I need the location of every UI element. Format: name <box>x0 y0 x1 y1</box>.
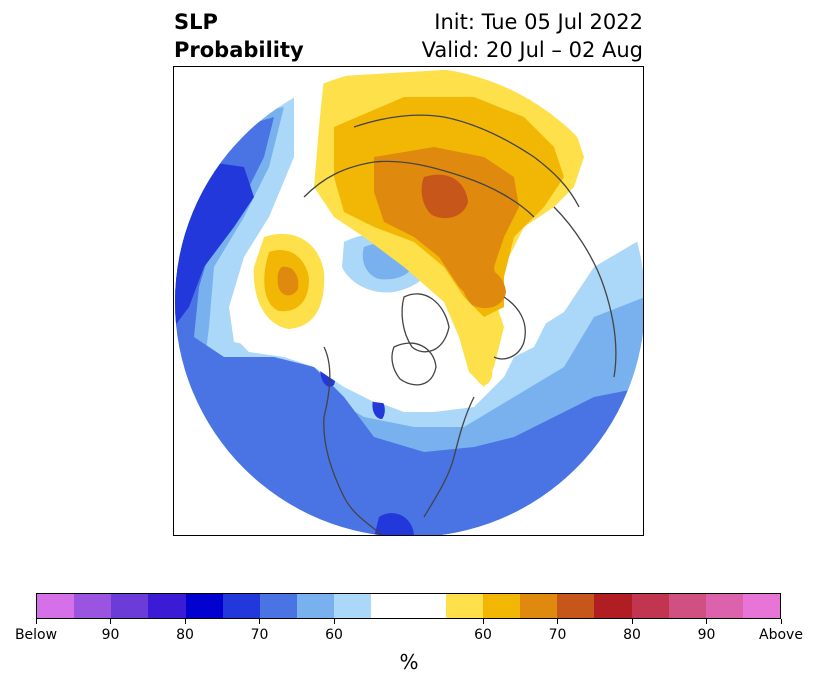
arctic-coast <box>303 160 535 218</box>
colorbar-tick-label: 80 <box>623 627 641 643</box>
colorbar-tick-label: 60 <box>474 627 492 643</box>
deep-orange-greenland <box>277 266 299 296</box>
hudson-bay <box>391 342 437 386</box>
title-probability: Probability <box>174 38 304 62</box>
colorbar-tick <box>184 619 186 624</box>
asia-border <box>553 206 617 378</box>
europe-coast <box>493 296 526 360</box>
yellow-europe-tongue <box>469 317 493 386</box>
colorbar-tick-label: Above <box>759 627 803 643</box>
polar-map <box>175 67 643 535</box>
colorbar-swatch <box>445 594 483 618</box>
colorbar-tick <box>35 619 37 624</box>
colorbar-swatch <box>631 594 669 618</box>
deep-blue-atlantic <box>374 513 414 535</box>
colorbar-swatch <box>37 594 75 618</box>
colorbar-swatch <box>520 594 558 618</box>
coastlines <box>303 114 617 535</box>
colorbar-swatch <box>742 594 781 618</box>
red-orange-central-siberia <box>421 174 468 219</box>
colorbar-unit-label: % <box>399 650 419 674</box>
colorbar-swatch <box>74 594 112 618</box>
colorbar-swatch <box>297 594 335 618</box>
colorbar-tick-label: 80 <box>176 627 194 643</box>
colorbar-swatch <box>111 594 149 618</box>
colorbar-tick-label: 70 <box>548 627 567 643</box>
colorbar-swatch <box>259 594 298 618</box>
title-slp: SLP <box>174 10 218 34</box>
chart-title-right: Init: Tue 05 Jul 2022 Valid: 20 Jul – 02… <box>422 8 643 64</box>
colorbar-swatch <box>148 594 186 618</box>
colorbar-tick <box>333 619 335 624</box>
colorbar-tick <box>780 619 782 624</box>
colorbar-swatch <box>482 594 521 618</box>
colorbar-tick <box>482 619 484 624</box>
colorbar-tick-label: 60 <box>325 627 343 643</box>
east-coast <box>423 396 475 518</box>
map-panel <box>173 66 644 536</box>
colorbar-tick <box>706 619 707 624</box>
valid-range-label: Valid: 20 Jul – 02 Aug <box>421 38 643 62</box>
greenland-coast <box>401 293 450 353</box>
colorbar-tick <box>259 619 260 624</box>
colorbar-swatch <box>705 594 743 618</box>
colorbar-tick <box>110 619 111 624</box>
blue-north-america <box>175 117 643 535</box>
colorbar-tick <box>557 619 558 624</box>
init-date-label: Init: Tue 05 Jul 2022 <box>434 10 643 34</box>
colorbar-swatch <box>371 594 409 618</box>
orange-kara <box>461 265 506 309</box>
colorbar-tick-label: 90 <box>101 627 120 643</box>
colorbar-swatch <box>334 594 372 618</box>
north-america-coast <box>323 346 385 535</box>
colorbar-tick-label: Below <box>14 627 58 643</box>
colorbar-swatch <box>222 594 260 618</box>
colorbar-swatch <box>185 594 223 618</box>
chart-title-left: SLP Probability <box>174 8 304 64</box>
colorbar-swatch <box>668 594 706 618</box>
colorbar-tick-label: 90 <box>697 627 716 643</box>
colorbar <box>36 593 781 619</box>
colorbar-tick <box>631 619 633 624</box>
siberia-coast <box>353 114 580 208</box>
colorbar-swatch <box>408 594 446 618</box>
colorbar-tick-label: 70 <box>250 627 269 643</box>
colorbar-swatch <box>557 594 595 618</box>
colorbar-swatch <box>594 594 632 618</box>
